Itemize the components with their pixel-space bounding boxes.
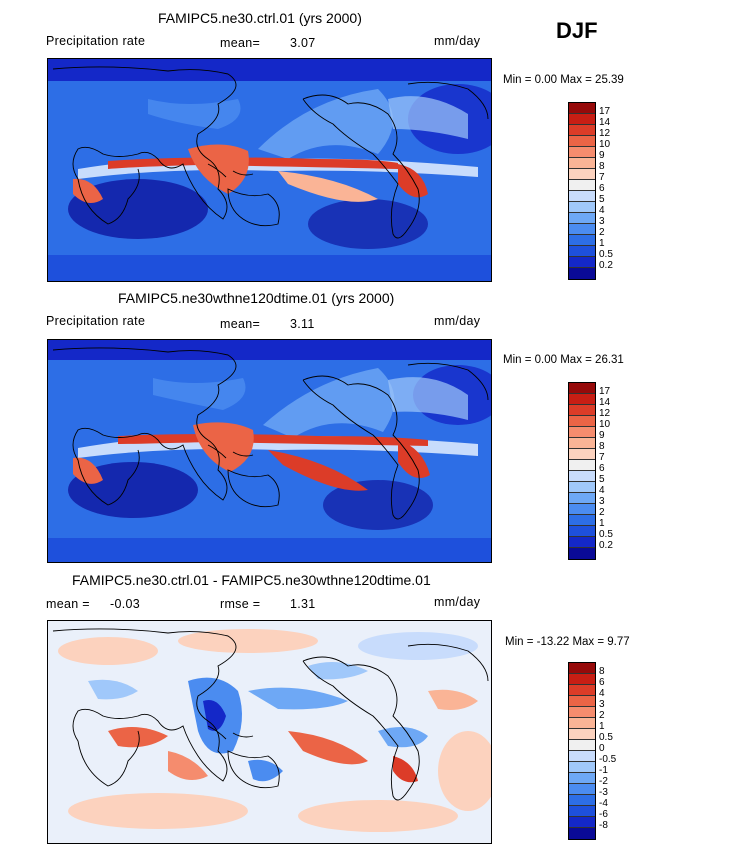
panel2-cbar-label: 0.2	[599, 540, 613, 551]
panel1-cbar-label: 2	[599, 227, 605, 238]
panel1-mean-value: 3.07	[290, 36, 316, 50]
panel3-cbar-label: -1	[599, 765, 608, 776]
panel2-units: mm/day	[434, 314, 481, 328]
panel3-minmax: Min = -13.22 Max = 9.77	[505, 636, 630, 648]
panel1-cbar-label: 4	[599, 205, 605, 216]
panel3-cbar-label: 2	[599, 710, 605, 721]
panel2-minmax: Min = 0.00 Max = 26.31	[503, 354, 624, 366]
panel3-cbar-label: 4	[599, 688, 605, 699]
panel2-cbar-label: 9	[599, 430, 605, 441]
panel1-colorbar	[568, 102, 596, 280]
panel2-cbar-label: 0.5	[599, 529, 613, 540]
panel3-rmse-value: 1.31	[290, 597, 316, 611]
panel1-cbar-label: 17	[599, 106, 611, 117]
panel3-cbar-label: 8	[599, 666, 605, 677]
panel3-cbar-label: -2	[599, 776, 608, 787]
panel2-map	[47, 339, 492, 563]
panel3-cbar-label: -0.5	[599, 754, 617, 765]
panel1-variable-label: Precipitation rate	[46, 34, 146, 48]
panel2-cbar-label: 7	[599, 452, 605, 463]
panel1-cbar-label: 8	[599, 161, 605, 172]
panel2-variable-label: Precipitation rate	[46, 314, 146, 328]
panel3-cbar-label: 0	[599, 743, 605, 754]
panel1-cbar-label: 0.2	[599, 260, 613, 271]
panel3-mean-label: mean =	[46, 597, 90, 611]
panel1-units: mm/day	[434, 34, 481, 48]
panel2-mean-value: 3.11	[290, 317, 315, 331]
panel1-minmax: Min = 0.00 Max = 25.39	[503, 74, 624, 86]
panel1-cbar-label: 1	[599, 238, 605, 249]
panel3-cbar-label: -8	[599, 820, 608, 831]
panel2-cbar-label: 17	[599, 386, 611, 397]
panel3-mean-value: -0.03	[110, 597, 140, 611]
panel3-title: FAMIPC5.ne30.ctrl.01 - FAMIPC5.ne30wthne…	[72, 572, 431, 588]
panel2-cbar-label: 8	[599, 441, 605, 452]
panel3-rmse-label: rmse =	[220, 597, 261, 611]
panel2-cbar-label: 6	[599, 463, 605, 474]
panel3-colorbar	[568, 662, 596, 840]
panel1-map	[47, 58, 492, 282]
panel2-colorbar	[568, 382, 596, 560]
panel3-cbar-label: 6	[599, 677, 605, 688]
panel2-cbar-label: 4	[599, 485, 605, 496]
panel1-cbar-label: 14	[599, 117, 611, 128]
panel1-cbar-label: 12	[599, 128, 611, 139]
panel2-cbar-label: 3	[599, 496, 605, 507]
panel3-units: mm/day	[434, 595, 481, 609]
panel1-precip-field	[48, 59, 491, 281]
panel3-cbar-label: -6	[599, 809, 608, 820]
season-label: DJF	[556, 18, 598, 43]
panel2-cbar-label: 14	[599, 397, 611, 408]
panel2-title: FAMIPC5.ne30wthne120dtime.01 (yrs 2000)	[118, 290, 395, 306]
panel1-cbar-label: 7	[599, 172, 605, 183]
panel3-difference-field	[48, 621, 491, 843]
panel1-cbar-label: 5	[599, 194, 605, 205]
panel3-map	[47, 620, 492, 844]
panel1-mean-label: mean=	[220, 36, 261, 50]
panel3-cbar-label: 0.5	[599, 732, 613, 743]
panel2-cbar-label: 2	[599, 507, 605, 518]
panel3-cbar-label: -3	[599, 787, 608, 798]
panel1-cbar-label: 9	[599, 150, 605, 161]
panel1-cbar-label: 3	[599, 216, 605, 227]
panel1-cbar-label: 0.5	[599, 249, 613, 260]
panel2-cbar-label: 12	[599, 408, 611, 419]
panel1-cbar-label: 6	[599, 183, 605, 194]
panel3-cbar-label: 1	[599, 721, 605, 732]
panel1-title: FAMIPC5.ne30.ctrl.01 (yrs 2000)	[158, 10, 362, 26]
panel3-cbar-label: -4	[599, 798, 608, 809]
panel1-cbar-label: 10	[599, 139, 611, 150]
panel2-cbar-label: 5	[599, 474, 605, 485]
panel2-cbar-label: 1	[599, 518, 605, 529]
panel2-precip-field	[48, 340, 491, 562]
panel2-mean-label: mean=	[220, 317, 261, 331]
panel2-cbar-label: 10	[599, 419, 611, 430]
panel3-cbar-label: 3	[599, 699, 605, 710]
